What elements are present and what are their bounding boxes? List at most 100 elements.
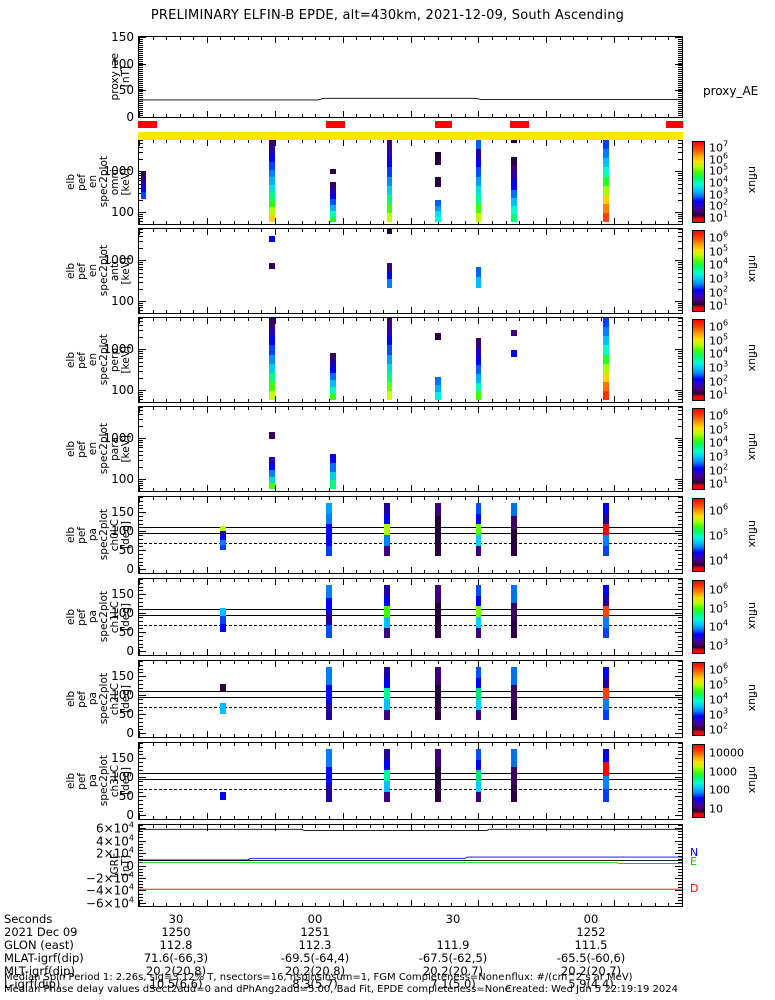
ytick-pa_ch3: 0 <box>126 808 134 823</box>
series-B-black-1 <box>139 825 682 906</box>
ytick-en_anti: 100 <box>111 293 134 308</box>
spec-column <box>330 182 336 223</box>
axis-row-label: MLT-igrf(dip) <box>4 964 75 978</box>
axis-tick-value: 20.2(20.7) <box>560 964 622 978</box>
colorbar-label: 104 <box>709 174 729 190</box>
axis-tick-value: -65.5(-60,6) <box>556 951 626 965</box>
colorbar-label: 104 <box>709 691 729 707</box>
colorbar-en_perp <box>692 319 705 401</box>
ytick-en_perp: 1000 <box>103 342 134 357</box>
spec-column <box>434 749 441 803</box>
axis-tick-value: 7.1(5.0) <box>430 977 476 991</box>
ytick-en_perp: 100 <box>111 382 134 397</box>
colorbar-label: 105 <box>709 162 729 178</box>
igrf-legend-D: D <box>690 882 699 895</box>
colorbar-label: 105 <box>709 421 729 436</box>
axis-tick-value: 20.2(20.8) <box>284 964 346 978</box>
ytick-pa_ch2: 50 <box>118 707 134 722</box>
colorbar-title: nflux <box>746 520 759 548</box>
colorbar-en_omni <box>692 141 705 223</box>
panel-en_perp: 100 1000 <box>103 317 683 403</box>
colorbar-label: 105 <box>709 527 729 543</box>
colorbar-label: 10000 <box>709 746 744 760</box>
flag-bar-red <box>326 121 346 128</box>
ytick-proxy_ae: 50 <box>118 83 134 98</box>
panel-pa_ch0: 150 100 50 0 <box>111 496 683 576</box>
colorbar-label: 105 <box>709 600 729 616</box>
spec-column <box>326 585 333 639</box>
ylabel-en_anti: elb pef en spec2plot anti [keV] <box>65 245 132 297</box>
spec-column <box>220 683 227 692</box>
spec-column <box>386 262 393 288</box>
ytick-pa_ch3: 100 <box>111 770 134 785</box>
spec-column <box>269 318 275 401</box>
ytick-igrf: −6×104 <box>85 895 134 911</box>
axis-tick-value: 00 <box>307 912 323 926</box>
colorbar-label: 102 <box>709 198 729 213</box>
spec-column <box>386 140 393 223</box>
footnote-line1: Median Spin Period 1: 2.26s, sig=3.12% T… <box>4 972 505 983</box>
axis-tick-value: 10.5(6.6) <box>149 977 203 991</box>
ytick-pa_ch0: 50 <box>118 543 134 558</box>
ytick-proxy_ae: 0 <box>126 110 134 124</box>
axis-tick-value: 1250 <box>161 925 191 939</box>
flag-bar-red <box>510 121 529 128</box>
colorbar-label: 106 <box>709 229 729 245</box>
colorbar-label: 101 <box>709 209 729 225</box>
spec-column <box>603 140 609 223</box>
spec-column <box>269 235 275 243</box>
spec-column <box>475 338 482 401</box>
colorbar-pa_ch2 <box>692 662 705 736</box>
series-N <box>139 825 682 906</box>
colorbar-label: 101 <box>709 386 729 402</box>
colorbar-label: 104 <box>709 256 729 272</box>
ylabel-proxy_ae: proxy_ae [nT] <box>109 53 132 101</box>
colorbar-label: 106 <box>709 581 729 597</box>
ytick-pa_ch0: 150 <box>111 505 134 520</box>
colorbar-label: 103 <box>709 706 729 722</box>
axis-tick-value: 1251 <box>300 925 330 939</box>
series-E <box>139 825 682 906</box>
axis-tick-value: 112.8 <box>159 938 193 952</box>
colorbar-label: 106 <box>709 151 729 166</box>
spec-column <box>220 702 227 715</box>
colorbar-title: nflux <box>746 254 759 282</box>
colorbar-label: 103 <box>709 448 729 464</box>
colorbar-label: 103 <box>709 637 729 653</box>
spec-column <box>269 262 275 270</box>
spec-column <box>384 503 391 557</box>
flag-bar-red <box>665 121 683 128</box>
ytick-pa_ch1: 50 <box>118 625 134 640</box>
spec-column <box>434 376 441 401</box>
axis-row-label: GLON (east) <box>4 938 74 952</box>
spec-column <box>475 667 482 721</box>
axis-tick-value: 30 <box>445 912 461 926</box>
spec-column <box>510 140 517 144</box>
spec-column <box>330 353 336 401</box>
spec-column <box>326 503 333 557</box>
spec-column <box>330 454 336 490</box>
spec-column <box>434 333 441 340</box>
ylabel-en_omni: elb pef en spec2plot omni [keV] <box>65 156 132 208</box>
axis-tick-value: 20.2(20.8) <box>145 964 207 978</box>
ytick-igrf: 2×104 <box>95 845 134 861</box>
spec-column <box>603 749 609 803</box>
spec-column <box>330 168 336 174</box>
axis-tick-value: 8.3(5.7) <box>292 977 338 991</box>
colorbar-label: 105 <box>709 243 729 258</box>
ytick-pa_ch1: 150 <box>111 587 134 602</box>
ylabel-en_para: elb pef en spec2plot para [keV] <box>65 423 132 475</box>
spec-column <box>434 151 441 166</box>
spec-column <box>510 349 517 357</box>
colorbar-label: 1000 <box>709 765 737 779</box>
ytick-en_omni: 100 <box>111 204 134 219</box>
colorbar-label: 106 <box>709 503 729 518</box>
spec-column <box>434 503 441 557</box>
spec-column <box>220 792 227 800</box>
colorbar-label: 104 <box>709 618 729 634</box>
spec-column <box>386 229 393 235</box>
ytick-en_para: 1000 <box>103 431 134 446</box>
colorbar-title: nflux <box>746 165 759 193</box>
panel-igrf: 6×104 4×104 2×104 0 −2×104 −4×104 −6×104 <box>86 821 683 910</box>
spec-column <box>384 667 391 721</box>
